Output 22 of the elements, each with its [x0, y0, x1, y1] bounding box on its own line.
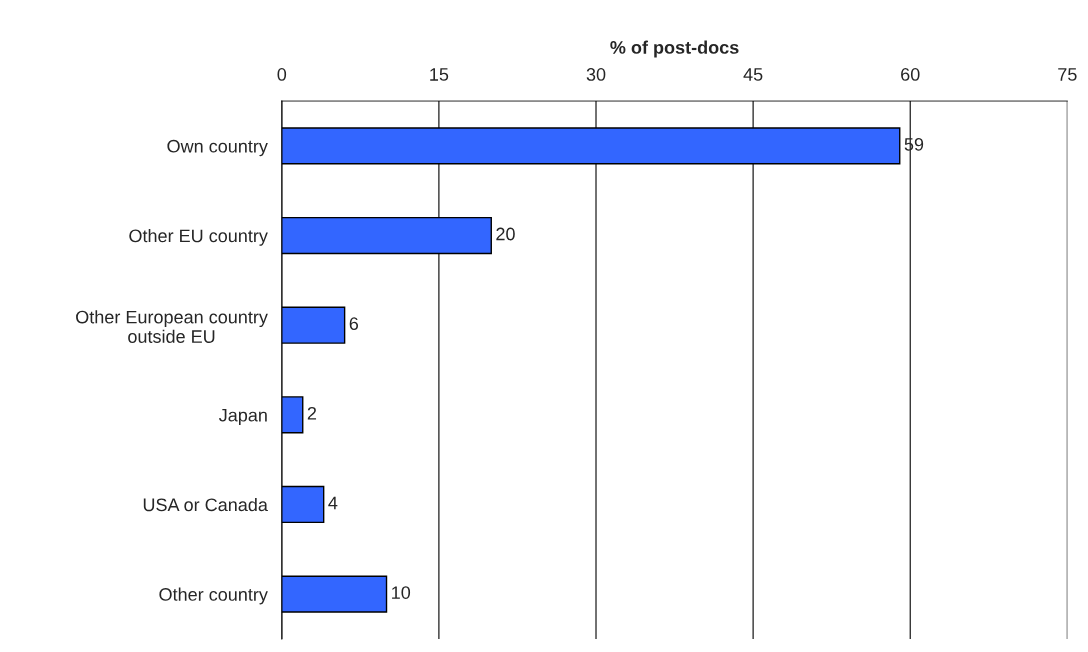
x-tick-label: 30: [586, 68, 606, 81]
y-tick-label: Other EU country: [129, 228, 268, 246]
data-label: 4: [328, 496, 338, 510]
bar: [281, 306, 346, 344]
y-tick-label: Japan: [219, 408, 267, 426]
bar: [281, 485, 325, 524]
y-tick-label: USA or Canada: [143, 497, 268, 512]
y-tick-label: Other country: [159, 587, 268, 605]
data-label: 6: [349, 317, 359, 331]
x-axis-title: % of post-docs: [610, 40, 739, 58]
data-label: 20: [496, 227, 515, 241]
x-tick-label: 60: [901, 68, 920, 81]
y-tick-label: Own country: [167, 139, 268, 157]
data-label: 2: [307, 406, 317, 420]
x-tick-label: 75: [1058, 68, 1077, 81]
bar: [281, 575, 388, 613]
x-tick-label: 15: [430, 68, 449, 81]
bar: [281, 396, 304, 434]
x-tick-label: 45: [743, 68, 763, 81]
x-tick-label: 0: [277, 68, 287, 81]
data-label: 10: [392, 586, 411, 599]
y-tick-label: Other European country outside EU: [76, 310, 268, 343]
